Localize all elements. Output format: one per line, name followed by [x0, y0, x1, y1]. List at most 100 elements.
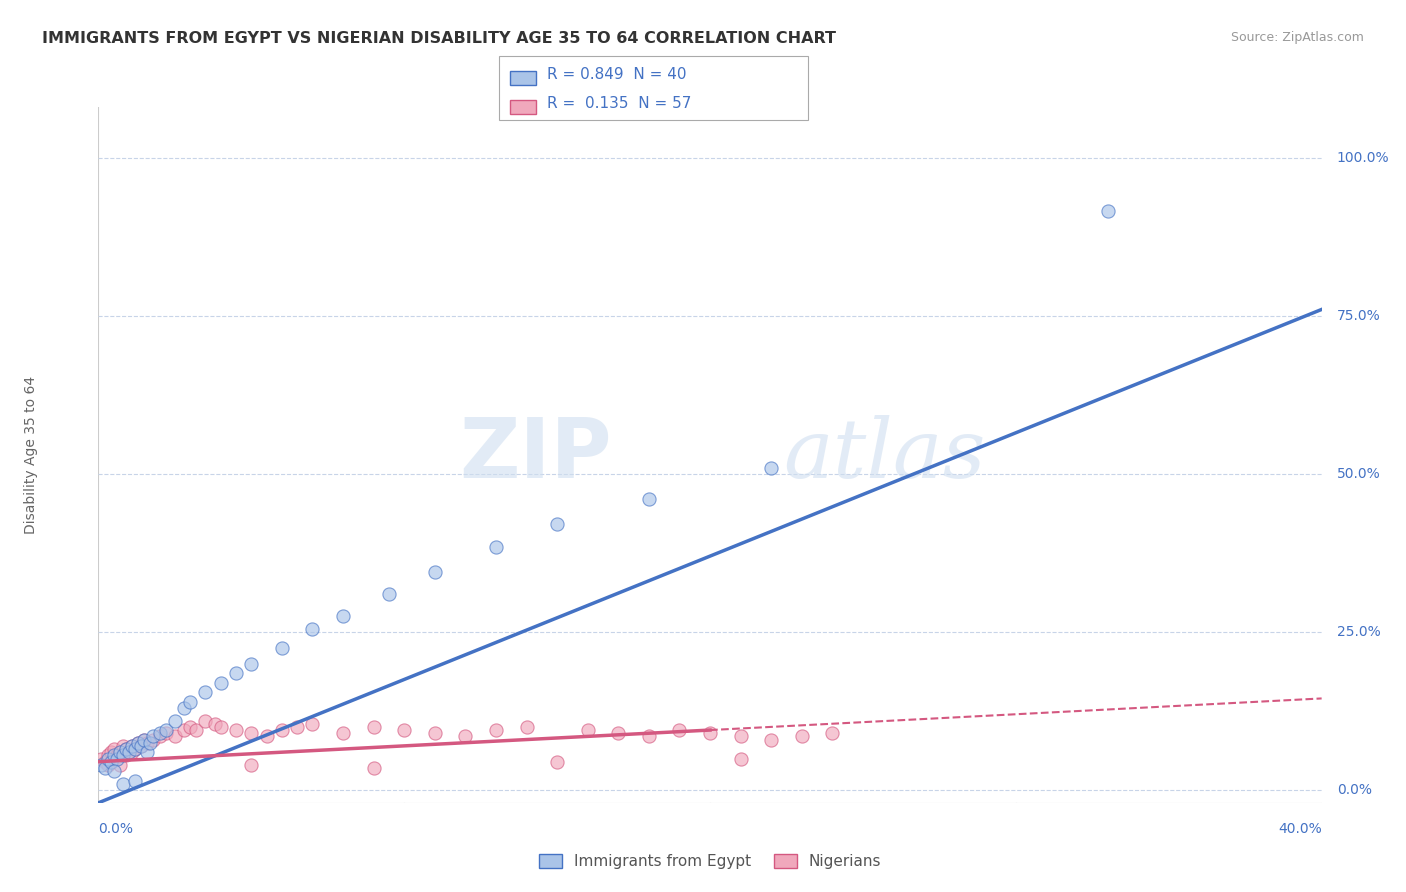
Point — [121, 739, 143, 753]
Point — [115, 748, 138, 763]
Point — [149, 726, 172, 740]
Point — [136, 745, 159, 759]
Point — [100, 745, 122, 759]
Point — [378, 587, 401, 601]
Point — [285, 720, 308, 734]
Point — [194, 685, 217, 699]
Point — [240, 757, 263, 772]
Point — [332, 726, 354, 740]
Point — [118, 745, 141, 759]
Point — [134, 732, 156, 747]
Point — [108, 745, 131, 759]
Point — [115, 742, 138, 756]
Point — [699, 726, 721, 740]
Point — [93, 761, 115, 775]
Point — [759, 732, 782, 747]
Point — [186, 723, 208, 737]
Point — [108, 757, 131, 772]
Point — [90, 751, 112, 765]
Point — [163, 730, 186, 744]
Point — [730, 730, 752, 744]
Text: ZIP: ZIP — [460, 415, 612, 495]
Point — [821, 726, 844, 740]
Point — [105, 748, 128, 763]
Point — [270, 723, 292, 737]
Point — [332, 609, 354, 624]
Point — [127, 736, 149, 750]
Point — [173, 701, 195, 715]
Point — [124, 742, 146, 756]
Point — [225, 666, 247, 681]
Point — [270, 640, 292, 655]
Point — [759, 460, 782, 475]
Text: 0.0%: 0.0% — [98, 822, 134, 836]
Point — [730, 751, 752, 765]
Text: 50.0%: 50.0% — [1337, 467, 1381, 481]
Point — [124, 742, 146, 756]
Text: atlas: atlas — [783, 415, 986, 495]
Point — [139, 736, 162, 750]
Point — [93, 755, 115, 769]
Text: 75.0%: 75.0% — [1337, 309, 1381, 323]
Point — [209, 720, 232, 734]
Text: 100.0%: 100.0% — [1337, 151, 1389, 165]
Point — [142, 732, 165, 747]
Point — [668, 723, 690, 737]
Point — [108, 745, 131, 759]
Point — [129, 739, 152, 753]
Point — [204, 716, 226, 731]
Point — [111, 748, 134, 763]
Point — [134, 732, 156, 747]
Point — [423, 726, 446, 740]
Point — [546, 755, 568, 769]
Text: 25.0%: 25.0% — [1337, 625, 1381, 639]
Point — [454, 730, 477, 744]
Point — [576, 723, 599, 737]
Point — [118, 745, 141, 759]
Point — [423, 565, 446, 579]
Point — [115, 742, 138, 756]
Point — [392, 723, 416, 737]
Text: Disability Age 35 to 64: Disability Age 35 to 64 — [24, 376, 38, 534]
Legend: Immigrants from Egypt, Nigerians: Immigrants from Egypt, Nigerians — [533, 848, 887, 875]
Point — [97, 748, 120, 763]
Point — [103, 742, 125, 756]
Point — [363, 720, 385, 734]
Point — [179, 695, 201, 709]
Point — [103, 751, 125, 765]
Point — [149, 730, 172, 744]
Point — [121, 745, 143, 759]
Point — [1097, 204, 1119, 219]
Text: Source: ZipAtlas.com: Source: ZipAtlas.com — [1230, 31, 1364, 45]
Point — [637, 730, 661, 744]
Point — [163, 714, 186, 728]
Point — [111, 739, 134, 753]
Point — [607, 726, 630, 740]
Text: 0.0%: 0.0% — [1337, 783, 1372, 797]
Point — [240, 657, 263, 671]
Point — [100, 755, 122, 769]
Text: R =  0.135  N = 57: R = 0.135 N = 57 — [547, 95, 692, 111]
Point — [155, 726, 177, 740]
Point — [173, 723, 195, 737]
Point — [637, 492, 661, 507]
Point — [363, 761, 385, 775]
Point — [240, 726, 263, 740]
Point — [256, 730, 278, 744]
Point — [155, 723, 177, 737]
Point — [516, 720, 538, 734]
Point — [103, 764, 125, 779]
Text: IMMIGRANTS FROM EGYPT VS NIGERIAN DISABILITY AGE 35 TO 64 CORRELATION CHART: IMMIGRANTS FROM EGYPT VS NIGERIAN DISABI… — [42, 31, 837, 46]
Point — [124, 773, 146, 788]
Text: 40.0%: 40.0% — [1278, 822, 1322, 836]
Point — [90, 757, 112, 772]
Point — [485, 540, 508, 554]
Point — [546, 517, 568, 532]
Point — [97, 757, 120, 772]
Point — [129, 739, 152, 753]
Point — [225, 723, 247, 737]
Point — [194, 714, 217, 728]
Point — [127, 736, 149, 750]
Point — [301, 716, 323, 731]
Point — [485, 723, 508, 737]
